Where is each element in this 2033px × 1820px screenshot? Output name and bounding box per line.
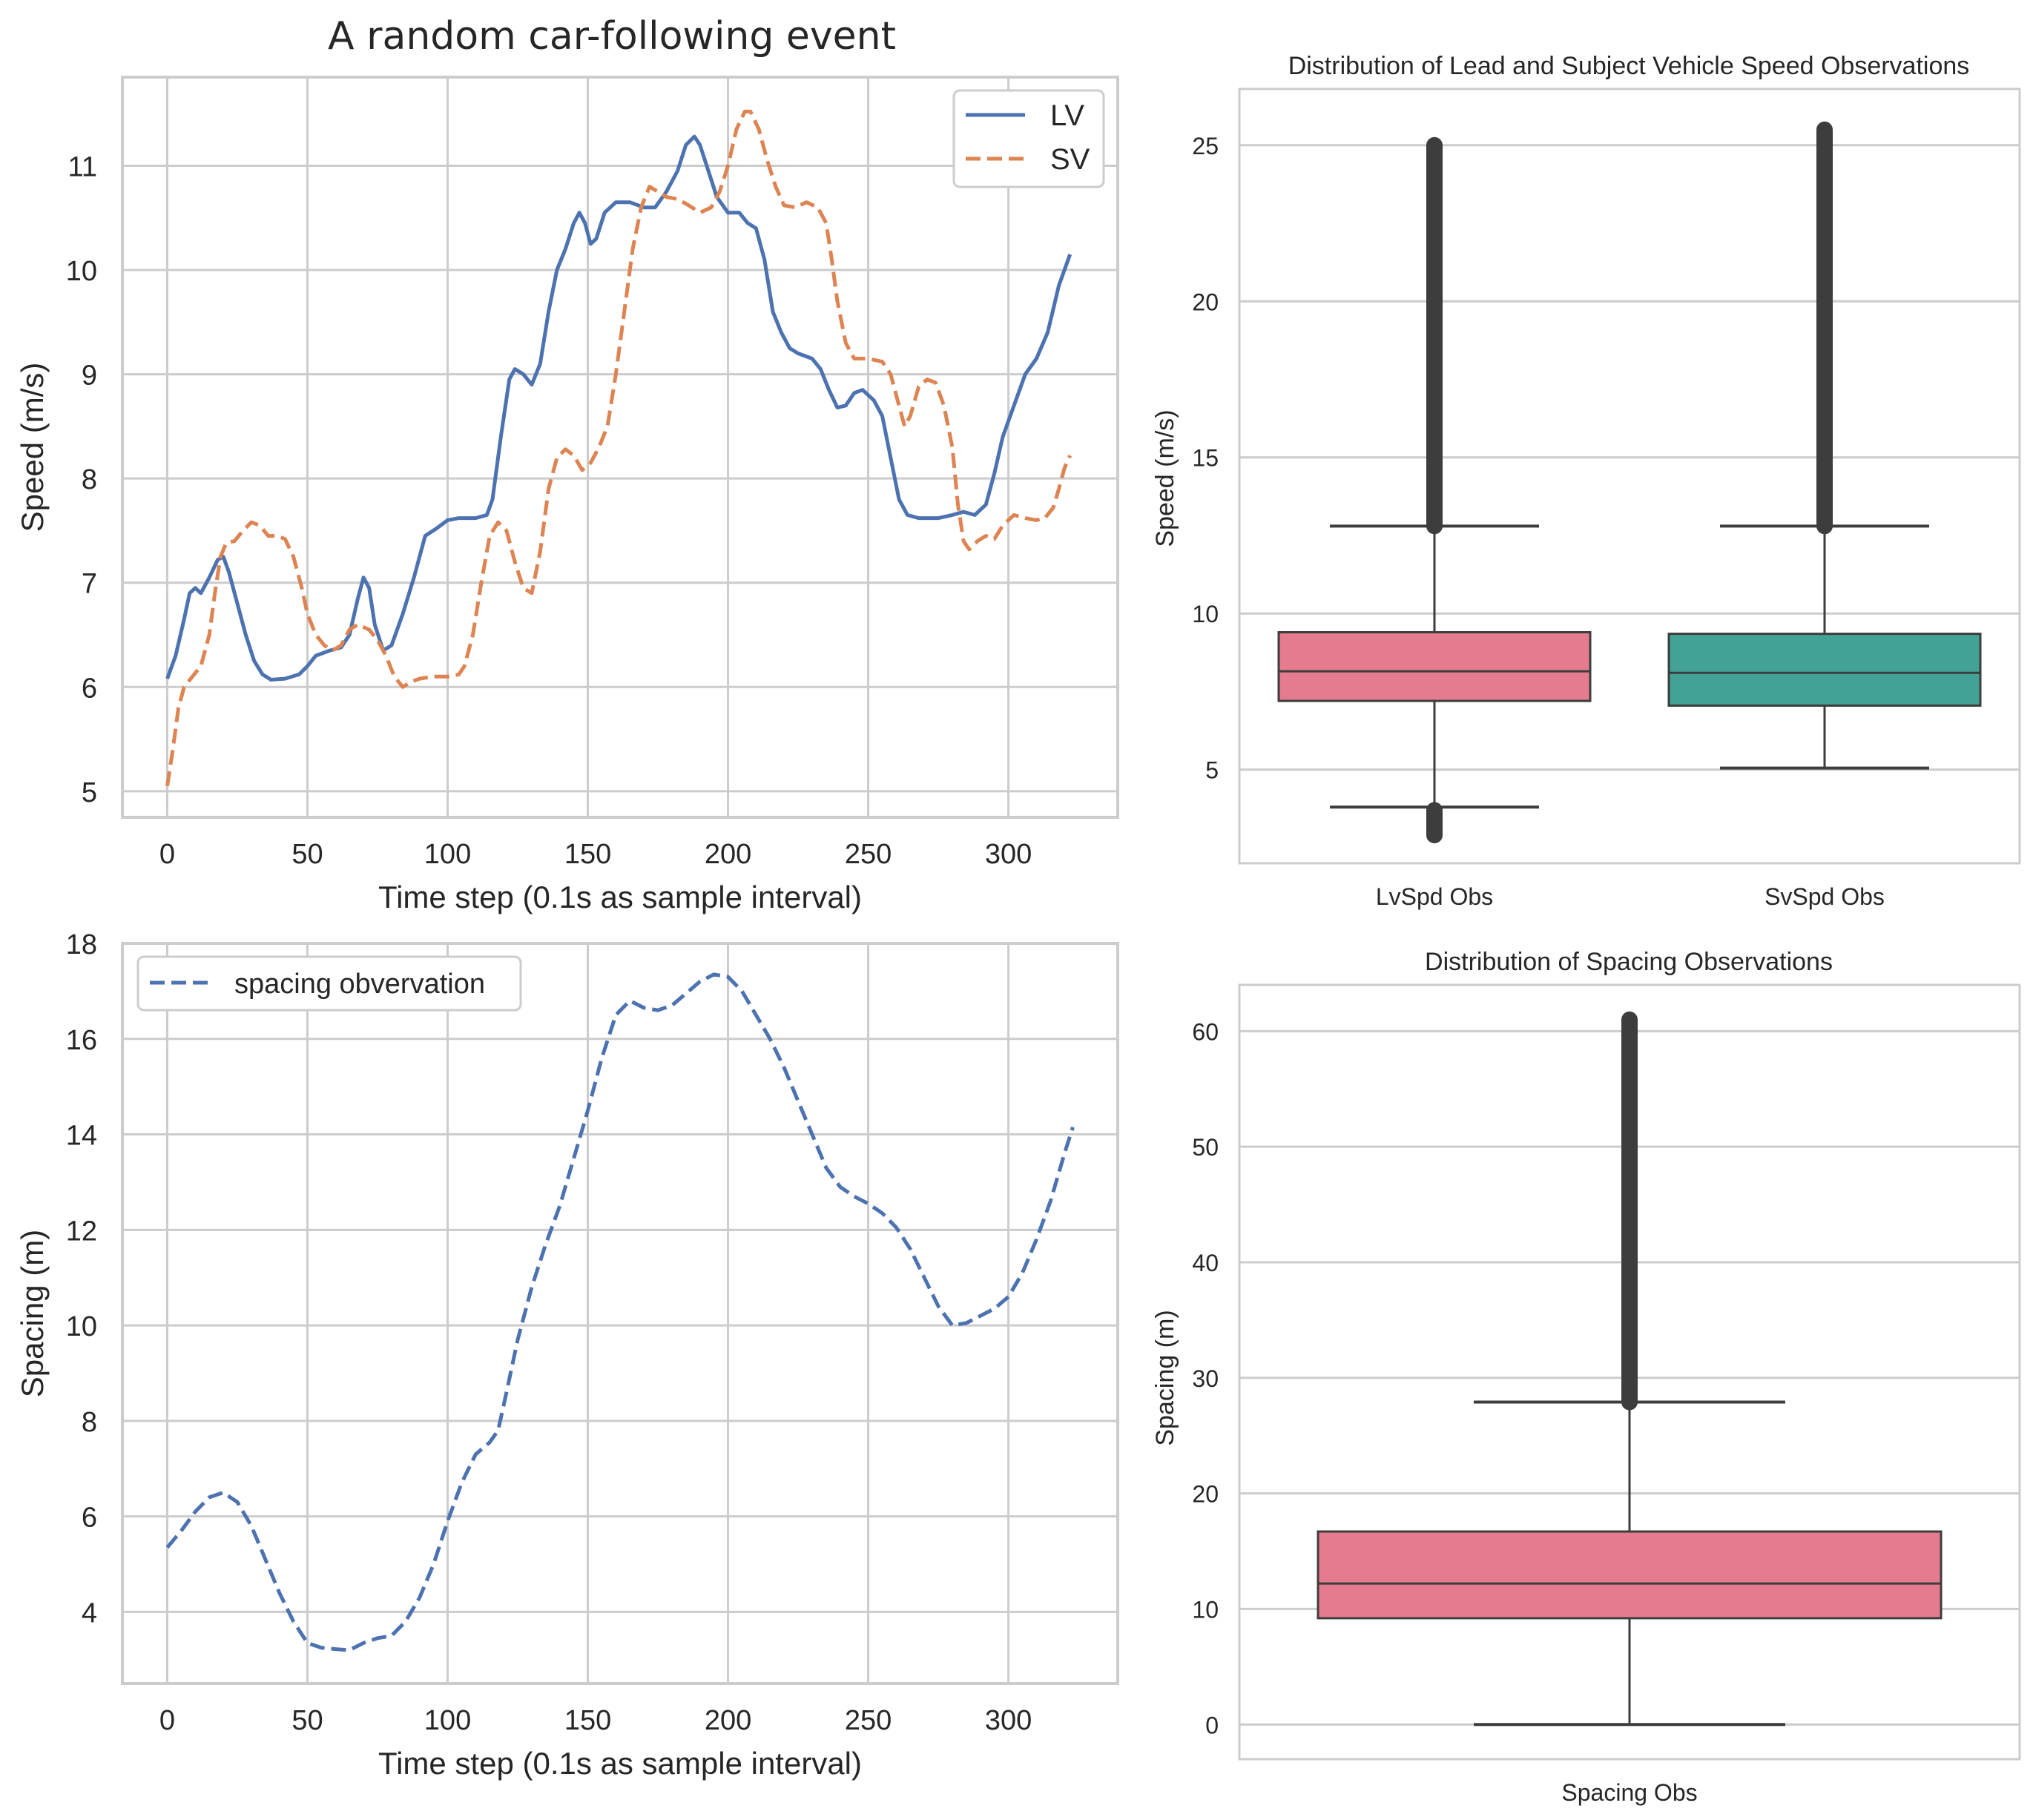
legend-lv-label: LV [1050, 99, 1084, 132]
y-tick-label: 9 [82, 360, 97, 392]
x-tick-label: 200 [705, 839, 751, 870]
y-tick-label: 30 [1192, 1365, 1219, 1392]
spacing-box-title: Distribution of Spacing Observations [1425, 948, 1833, 976]
y-tick-label: 11 [68, 151, 97, 182]
x-tick-label: Spacing Obs [1561, 1779, 1697, 1806]
speed-y-tick-labels: 5 6 7 8 9 10 11 [66, 151, 97, 808]
spacing-x-tick-labels: 0 50 100 150 200 250 300 [159, 1705, 1032, 1736]
y-tick-label: 40 [1192, 1250, 1219, 1276]
y-tick-label: 6 [82, 1503, 97, 1534]
x-tick-label: LvSpd Obs [1376, 883, 1493, 910]
spacing-box-y-tick-labels: 0 10 20 30 40 50 60 [1192, 1018, 1219, 1738]
legend-spacing-label: spacing obvervation [234, 969, 485, 1000]
x-tick-label: 100 [424, 1705, 471, 1736]
box-svspd-obs [1667, 633, 1982, 707]
y-tick-label: 7 [82, 569, 97, 600]
x-tick-label: 50 [291, 1705, 323, 1736]
spacing-gridlines [122, 942, 1118, 1684]
x-tick-label: 200 [705, 1705, 751, 1736]
x-tick-label: 100 [424, 839, 471, 870]
series-line-spacing-obvervation [165, 972, 1075, 1652]
spacing-boxes [1317, 1011, 1943, 1727]
y-tick-label: 10 [1192, 601, 1219, 627]
speed-legend: LV SV [952, 89, 1105, 188]
speed-gridlines [122, 77, 1118, 817]
x-tick-label: 50 [291, 839, 323, 870]
speed-box-gridlines [1239, 144, 2020, 771]
legend-sv-label: SV [1050, 143, 1090, 176]
y-tick-label: 20 [1192, 1481, 1219, 1508]
y-tick-label: 4 [82, 1598, 97, 1629]
speed-x-tick-labels: 0 50 100 150 200 250 300 [159, 839, 1032, 870]
series-line-lv [165, 134, 1072, 682]
x-tick-label: 250 [845, 839, 892, 870]
speed-chart-title: A random car-following event [328, 14, 896, 59]
spacing-x-axis-label: Time step (0.1s as sample interval) [378, 1746, 862, 1781]
spacing-timeseries-chart: 0 50 100 150 200 250 300 4 6 8 10 12 14 16 18 Time st… [15, 929, 1119, 1781]
y-tick-label: 5 [1205, 757, 1219, 784]
spacing-series-lines [165, 972, 1075, 1652]
y-tick-label: 18 [66, 929, 97, 960]
y-tick-label: 8 [82, 1407, 97, 1438]
y-tick-label: 10 [66, 1311, 97, 1342]
box-lvspd-obs [1277, 630, 1592, 702]
x-tick-label: SvSpd Obs [1765, 883, 1885, 910]
y-tick-label: 16 [66, 1025, 97, 1056]
x-tick-label: 250 [845, 1705, 892, 1736]
speed-series-lines [165, 109, 1072, 787]
spacing-y-tick-labels: 4 6 8 10 12 14 16 18 [66, 929, 97, 1629]
speed-timeseries-chart: 0 50 100 150 200 250 300 5 6 7 8 9 10 11 A random ca… [15, 14, 1119, 914]
spacing-box-x-tick-labels: Spacing Obs [1561, 1779, 1697, 1806]
y-tick-label: 10 [66, 256, 97, 287]
speed-boxplot-chart: 5 10 15 20 25 LvSpd Obs SvSpd Obs Distributio… [1151, 52, 2021, 910]
y-tick-label: 15 [1192, 445, 1219, 472]
y-tick-label: 14 [66, 1121, 97, 1152]
y-tick-label: 0 [1205, 1712, 1219, 1738]
x-tick-label: 0 [159, 1705, 175, 1736]
y-tick-label: 60 [1192, 1018, 1219, 1045]
speed-box-y-tick-labels: 5 10 15 20 25 [1192, 133, 1219, 784]
speed-x-axis-label: Time step (0.1s as sample interval) [378, 880, 862, 914]
y-tick-label: 10 [1192, 1596, 1219, 1623]
y-tick-label: 5 [82, 777, 97, 808]
y-tick-label: 6 [82, 673, 97, 704]
y-tick-label: 25 [1192, 133, 1219, 159]
y-tick-label: 20 [1192, 289, 1219, 315]
speed-boxes [1277, 121, 1982, 844]
speed-y-axis-label: Speed (m/s) [15, 363, 50, 533]
x-tick-label: 150 [564, 839, 611, 870]
spacing-legend: spacing obvervation [136, 955, 522, 1012]
x-tick-label: 150 [564, 1705, 611, 1736]
spacing-y-axis-label: Spacing (m) [15, 1230, 50, 1397]
x-tick-label: 0 [159, 839, 175, 870]
y-tick-label: 8 [82, 464, 97, 495]
x-tick-label: 300 [985, 1705, 1032, 1736]
speed-box-y-axis-label: Speed (m/s) [1151, 409, 1179, 547]
box-spacing-obs [1317, 1530, 1943, 1620]
series-line-sv [165, 109, 1072, 787]
speed-box-title: Distribution of Lead and Subject Vehicle… [1288, 52, 1970, 80]
spacing-box-y-axis-label: Spacing (m) [1151, 1310, 1179, 1445]
y-tick-label: 12 [66, 1216, 97, 1247]
spacing-boxplot-chart: 0 10 20 30 40 50 60 Spacing Obs Distribution o… [1151, 948, 2021, 1806]
y-tick-label: 50 [1192, 1134, 1219, 1161]
x-tick-label: 300 [985, 839, 1032, 870]
speed-box-x-tick-labels: LvSpd Obs SvSpd Obs [1376, 883, 1885, 910]
